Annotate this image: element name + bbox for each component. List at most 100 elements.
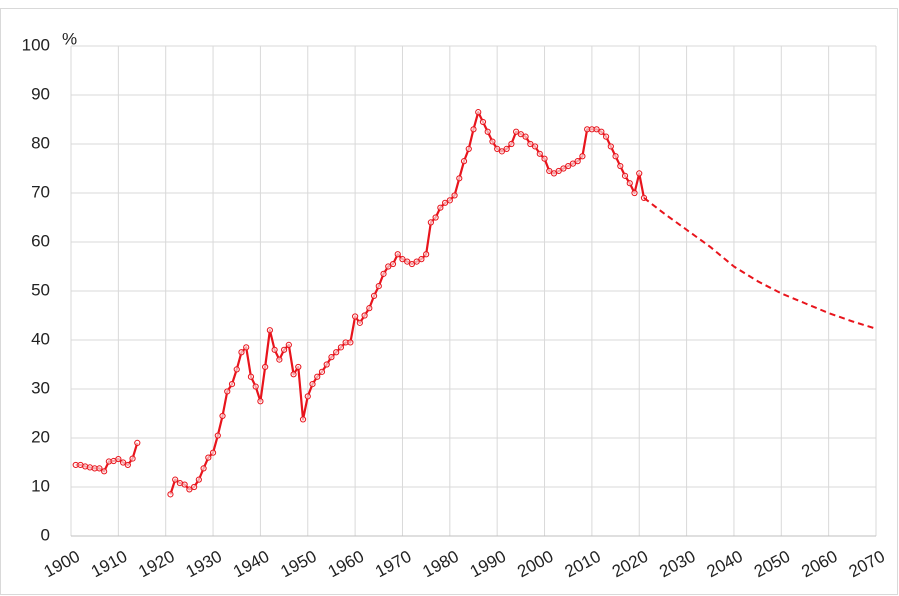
point-marker	[299, 416, 307, 423]
point-marker	[271, 346, 278, 353]
point-marker	[451, 192, 458, 199]
point-marker	[295, 363, 302, 371]
point-marker	[186, 486, 193, 493]
point-marker	[314, 373, 321, 380]
point-marker	[602, 133, 610, 140]
point-marker	[475, 109, 482, 116]
point-marker	[498, 148, 506, 155]
point-marker	[484, 128, 491, 135]
point-marker	[489, 138, 496, 145]
point-marker	[356, 319, 363, 326]
point-marker	[366, 305, 373, 312]
y-unit: %	[62, 29, 77, 48]
y-tick-label: 70	[31, 182, 50, 201]
y-tick-label: 20	[31, 427, 50, 446]
point-marker	[432, 214, 439, 221]
point-marker	[119, 459, 127, 466]
point-marker	[513, 128, 520, 135]
point-marker	[423, 251, 430, 258]
point-marker	[626, 180, 633, 187]
point-marker	[228, 381, 236, 388]
point-marker	[598, 128, 605, 135]
point-marker	[101, 468, 108, 475]
point-marker	[555, 167, 562, 175]
point-marker	[427, 219, 434, 226]
point-marker	[470, 126, 477, 133]
point-marker	[290, 371, 297, 378]
point-marker	[508, 140, 515, 148]
point-marker	[205, 454, 212, 461]
y-tick-label: 0	[41, 525, 50, 544]
point-marker	[441, 199, 449, 206]
point-marker	[191, 483, 198, 491]
point-marker	[328, 354, 335, 361]
point-marker	[266, 327, 273, 334]
y-tick-label: 50	[31, 280, 50, 299]
point-marker	[375, 283, 382, 290]
point-marker	[550, 170, 558, 177]
point-marker	[579, 153, 586, 160]
point-marker	[233, 366, 240, 373]
point-marker	[209, 449, 217, 456]
point-marker	[413, 258, 420, 265]
point-marker	[418, 256, 425, 263]
point-marker	[323, 361, 330, 368]
point-marker	[224, 388, 231, 395]
point-marker	[617, 162, 624, 170]
point-marker	[337, 344, 345, 351]
point-marker	[115, 455, 122, 463]
point-marker	[96, 465, 103, 472]
point-marker	[124, 461, 131, 469]
point-marker	[546, 167, 553, 175]
point-marker	[621, 172, 629, 179]
point-marker	[446, 197, 453, 204]
point-marker	[304, 393, 311, 400]
y-tick-label: 80	[31, 133, 50, 152]
marks	[72, 109, 877, 498]
point-marker	[285, 341, 292, 348]
point-marker	[238, 349, 245, 356]
point-marker	[517, 131, 524, 138]
point-marker	[531, 143, 539, 150]
point-marker	[380, 270, 387, 277]
y-tick-label: 100	[22, 35, 50, 54]
y-tick-label: 30	[31, 378, 50, 397]
point-marker	[399, 256, 406, 263]
point-marker	[181, 481, 188, 488]
point-marker	[631, 189, 638, 197]
y-tick-label: 40	[31, 329, 50, 348]
point-marker	[370, 292, 378, 299]
point-marker	[536, 150, 543, 157]
point-marker	[309, 381, 316, 388]
point-marker	[465, 145, 472, 152]
point-marker	[129, 455, 136, 462]
point-marker	[574, 158, 581, 165]
point-marker	[257, 398, 264, 405]
point-marker	[527, 140, 534, 148]
point-marker	[460, 158, 468, 165]
point-marker	[318, 368, 326, 375]
point-marker	[612, 153, 619, 160]
point-marker	[565, 162, 572, 170]
point-marker	[361, 312, 368, 319]
point-marker	[404, 258, 411, 265]
point-marker	[494, 145, 501, 152]
point-marker	[389, 260, 397, 268]
point-marker	[479, 118, 487, 126]
point-marker	[195, 476, 202, 483]
point-marker	[352, 313, 359, 320]
point-marker	[560, 165, 567, 172]
series-line	[643, 197, 877, 330]
chart-frame	[0, 8, 898, 595]
point-marker	[522, 133, 529, 140]
point-marker	[569, 160, 577, 167]
point-marker	[276, 356, 283, 363]
point-marker	[347, 339, 354, 346]
point-marker	[333, 349, 340, 356]
point-marker	[385, 263, 392, 270]
point-marker	[541, 155, 548, 162]
point-marker	[200, 465, 207, 472]
point-marker	[167, 491, 174, 498]
